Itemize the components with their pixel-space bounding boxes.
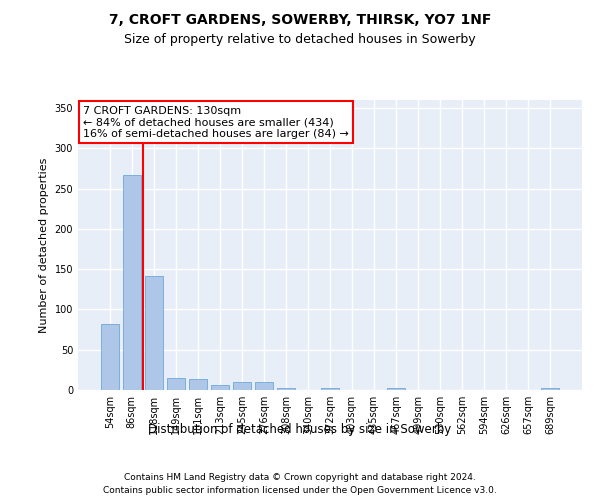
Text: 7, CROFT GARDENS, SOWERBY, THIRSK, YO7 1NF: 7, CROFT GARDENS, SOWERBY, THIRSK, YO7 1… <box>109 12 491 26</box>
Bar <box>189 378 206 390</box>
Bar <box>101 324 119 390</box>
Bar <box>233 382 251 390</box>
Text: Distribution of detached houses by size in Sowerby: Distribution of detached houses by size … <box>148 422 452 436</box>
Bar <box>387 388 405 390</box>
Bar <box>277 388 295 390</box>
Text: Contains HM Land Registry data © Crown copyright and database right 2024.: Contains HM Land Registry data © Crown c… <box>124 472 476 482</box>
Bar <box>211 385 229 390</box>
Bar <box>145 276 163 390</box>
Bar <box>321 388 339 390</box>
Bar <box>541 388 559 390</box>
Y-axis label: Number of detached properties: Number of detached properties <box>39 158 49 332</box>
Text: Size of property relative to detached houses in Sowerby: Size of property relative to detached ho… <box>124 32 476 46</box>
Bar <box>255 382 273 390</box>
Text: 7 CROFT GARDENS: 130sqm
← 84% of detached houses are smaller (434)
16% of semi-d: 7 CROFT GARDENS: 130sqm ← 84% of detache… <box>83 106 349 139</box>
Bar <box>123 175 140 390</box>
Bar <box>167 378 185 390</box>
Text: Contains public sector information licensed under the Open Government Licence v3: Contains public sector information licen… <box>103 486 497 495</box>
